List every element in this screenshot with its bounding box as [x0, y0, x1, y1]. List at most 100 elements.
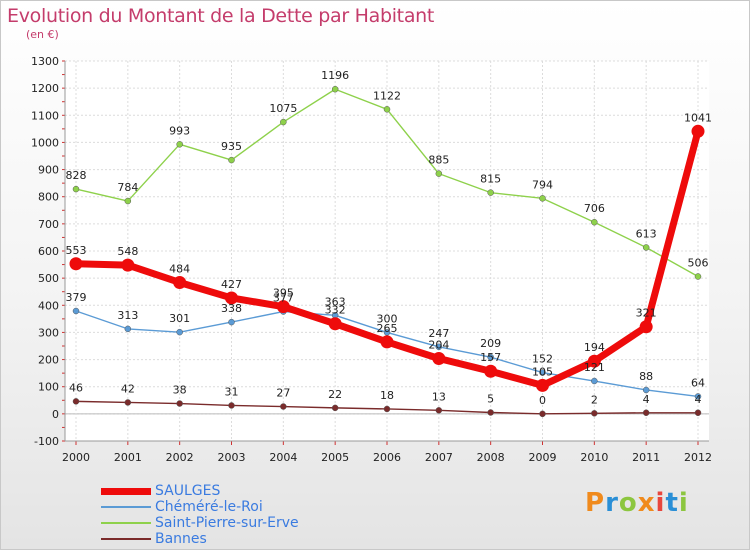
- data-label-ch-m-r-le-roi: 377: [273, 292, 294, 305]
- data-point-saulges: [380, 335, 394, 349]
- y-tick-label: 800: [38, 191, 59, 204]
- data-point-saint-pierre-sur-erve: [591, 218, 598, 226]
- data-point-ch-m-r-le-roi: [72, 307, 80, 315]
- data-point-bannes: [124, 399, 132, 406]
- legend-label-saint-pierre-sur-erve: Saint-Pierre-sur-Erve: [155, 515, 299, 531]
- data-label-saulges: 157: [480, 351, 501, 364]
- data-point-saulges: [691, 124, 705, 138]
- data-label-bannes: 31: [225, 385, 239, 398]
- data-label-saulges: 105: [532, 365, 553, 378]
- data-point-ch-m-r-le-roi: [591, 377, 598, 385]
- data-point-saint-pierre-sur-erve: [694, 273, 702, 280]
- logo-letter: x: [637, 488, 656, 518]
- y-tick-label: 1200: [31, 82, 59, 95]
- data-label-saulges: 194: [584, 341, 605, 354]
- data-label-saulges: 332: [325, 304, 346, 317]
- data-label-ch-m-r-le-roi: 338: [221, 302, 242, 315]
- y-tick-label: 700: [38, 218, 59, 231]
- data-point-bannes: [228, 402, 235, 409]
- data-label-saulges: 1041: [684, 111, 712, 124]
- data-point-saulges: [536, 378, 549, 392]
- data-label-ch-m-r-le-roi: 121: [584, 361, 605, 374]
- data-point-saint-pierre-sur-erve: [435, 170, 443, 177]
- data-label-saulges: 204: [428, 338, 449, 351]
- data-point-ch-m-r-le-roi: [539, 369, 546, 376]
- logo-letter: t: [665, 488, 679, 518]
- data-label-saulges: 548: [117, 245, 138, 258]
- y-tick-label: -100: [34, 435, 59, 448]
- data-label-bannes: 22: [328, 388, 342, 401]
- data-label-ch-m-r-le-roi: 152: [532, 353, 553, 366]
- data-label-saint-pierre-sur-erve: 794: [532, 178, 553, 191]
- data-point-bannes: [694, 409, 702, 417]
- data-label-saint-pierre-sur-erve: 815: [480, 173, 501, 186]
- legend-label-bannes: Bannes: [155, 531, 207, 547]
- data-label-saulges: 484: [169, 262, 190, 275]
- data-label-bannes: 27: [276, 387, 290, 400]
- data-point-bannes: [383, 405, 391, 413]
- logo-letter: i: [678, 488, 689, 518]
- data-point-bannes: [539, 410, 546, 418]
- data-point-saint-pierre-sur-erve: [383, 106, 391, 113]
- data-label-saint-pierre-sur-erve: 935: [221, 140, 242, 153]
- data-label-saint-pierre-sur-erve: 784: [117, 181, 138, 194]
- data-point-bannes: [72, 398, 80, 405]
- data-point-ch-m-r-le-roi: [694, 393, 702, 400]
- data-label-saint-pierre-sur-erve: 506: [688, 257, 709, 270]
- data-label-saint-pierre-sur-erve: 706: [584, 202, 605, 215]
- proxiti-logo: Proxiti: [585, 488, 689, 518]
- data-point-saint-pierre-sur-erve: [642, 244, 650, 251]
- x-tick-label: 2005: [321, 451, 349, 464]
- data-label-saulges: 553: [66, 244, 87, 257]
- data-point-saint-pierre-sur-erve: [487, 189, 494, 196]
- data-point-saulges: [225, 291, 238, 305]
- data-label-saint-pierre-sur-erve: 993: [169, 124, 190, 137]
- data-point-saint-pierre-sur-erve: [124, 197, 132, 205]
- y-tick-label: 100: [38, 381, 59, 394]
- data-point-saulges: [432, 351, 446, 365]
- data-point-saulges: [121, 258, 135, 272]
- data-label-saint-pierre-sur-erve: 1122: [373, 89, 401, 102]
- data-point-ch-m-r-le-roi: [228, 318, 235, 326]
- y-tick-label: 500: [38, 272, 59, 285]
- data-label-bannes: 5: [487, 393, 494, 406]
- data-label-ch-m-r-le-roi: 300: [377, 312, 398, 325]
- data-point-ch-m-r-le-roi: [487, 353, 494, 361]
- data-label-saint-pierre-sur-erve: 828: [66, 169, 87, 182]
- x-tick-label: 2008: [477, 451, 505, 464]
- x-tick-label: 2011: [632, 451, 660, 464]
- data-label-saulges: 427: [221, 278, 242, 291]
- legend-swatch-saint-pierre-sur-erve: [101, 522, 151, 524]
- data-point-saulges: [328, 317, 342, 331]
- data-point-saulges: [484, 364, 498, 378]
- y-tick-label: 1100: [31, 109, 59, 122]
- data-label-saulges: 265: [377, 322, 398, 335]
- data-point-ch-m-r-le-roi: [435, 343, 443, 351]
- data-point-bannes: [435, 407, 443, 414]
- logo-letter: P: [585, 488, 606, 518]
- data-point-saint-pierre-sur-erve: [331, 85, 339, 93]
- data-point-ch-m-r-le-roi: [176, 328, 183, 336]
- x-tick-label: 2009: [529, 451, 557, 464]
- legend-swatch-saulges: [101, 487, 151, 495]
- data-label-bannes: 4: [643, 393, 650, 406]
- y-tick-label: 1300: [31, 55, 59, 68]
- data-point-saulges: [69, 257, 83, 271]
- data-label-saulges: 395: [273, 287, 294, 300]
- data-point-saulges: [276, 300, 290, 314]
- data-point-saint-pierre-sur-erve: [280, 118, 287, 126]
- data-point-bannes: [642, 409, 650, 417]
- data-point-saint-pierre-sur-erve: [539, 195, 546, 202]
- x-tick-label: 2002: [166, 451, 194, 464]
- data-label-ch-m-r-le-roi: 247: [428, 327, 449, 340]
- y-tick-label: 400: [38, 299, 59, 312]
- data-point-ch-m-r-le-roi: [124, 325, 132, 333]
- x-tick-label: 2006: [373, 451, 401, 464]
- logo-letter: r: [605, 488, 619, 518]
- data-label-bannes: 42: [121, 382, 135, 395]
- data-label-bannes: 46: [69, 381, 83, 394]
- data-label-saint-pierre-sur-erve: 885: [428, 154, 449, 167]
- data-label-ch-m-r-le-roi: 313: [117, 309, 138, 322]
- data-label-saint-pierre-sur-erve: 613: [636, 227, 657, 240]
